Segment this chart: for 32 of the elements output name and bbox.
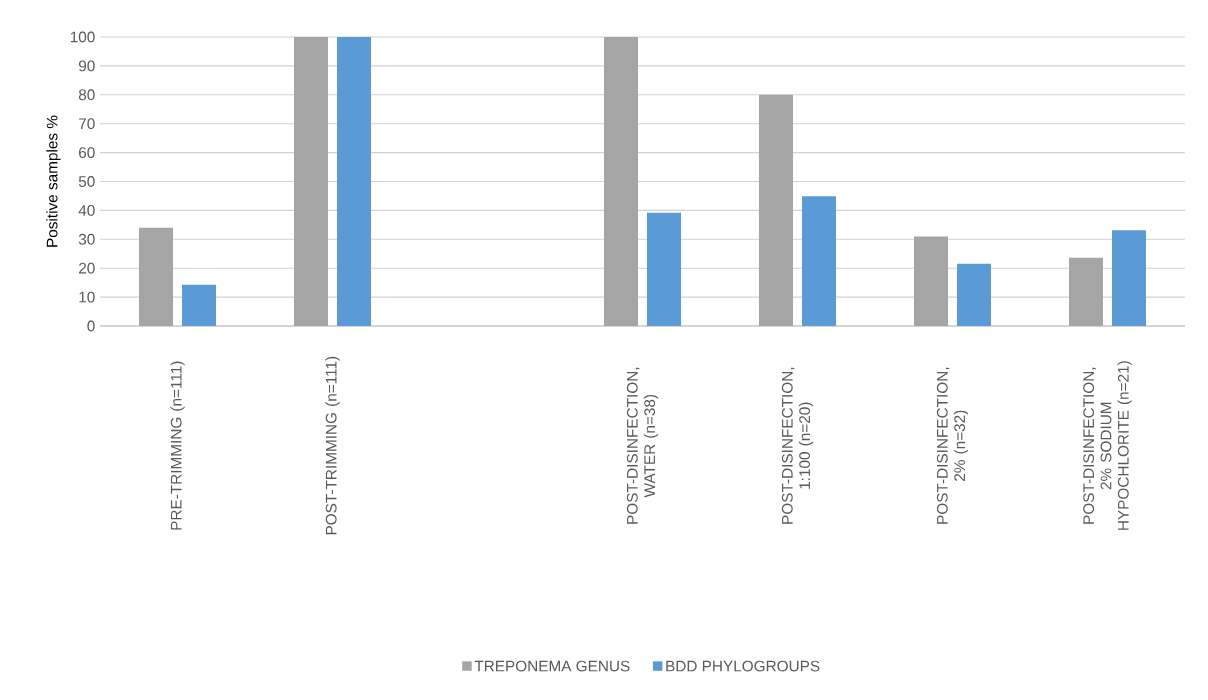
legend-label: TREPONEMA GENUS <box>474 660 630 672</box>
x-tick-label: POST-DISINFECTION, 2% SODIUM HYPOCHLORITE (n=21) <box>1083 361 1132 530</box>
bar <box>957 263 991 326</box>
bar <box>802 196 836 326</box>
bar <box>604 37 638 326</box>
y-tick-label: 20 <box>79 262 95 274</box>
y-tick-label: 70 <box>79 118 95 130</box>
bar <box>182 284 217 326</box>
bar <box>294 37 329 326</box>
y-tick-label: 90 <box>78 60 95 72</box>
bar <box>1111 230 1146 326</box>
y-tick-label: 30 <box>78 233 95 245</box>
y-tick-label: 0 <box>87 320 95 332</box>
bar <box>337 37 372 326</box>
y-tick-label: 10 <box>79 291 95 303</box>
x-tick-label: POST-DISINFECTION, WATER (n=38) <box>626 367 659 524</box>
bar <box>1068 257 1103 326</box>
y-tick-label: 60 <box>79 147 95 159</box>
y-tick-label: 80 <box>78 89 95 101</box>
y-tick-label: 100 <box>70 31 95 43</box>
y-tick-label: 40 <box>78 204 95 216</box>
x-tick-label: POST-DISINFECTION, 2% (n=32) <box>936 367 969 524</box>
legend-label: BDD PHYLOGROUPS <box>666 660 820 672</box>
x-tick-label: POST-TRIMMING (n=111) <box>325 356 340 535</box>
bar <box>647 212 681 326</box>
y-tick-label: 50 <box>78 176 95 187</box>
bar <box>759 94 793 326</box>
bar <box>913 236 948 326</box>
y-axis-title: Positive samples % <box>46 115 61 247</box>
x-tick-label: POST-DISINFECTION, 1:100 (n=20) <box>781 367 814 524</box>
bar <box>139 227 174 326</box>
x-tick-label: PRE-TRIMMING (n=111) <box>170 361 185 530</box>
